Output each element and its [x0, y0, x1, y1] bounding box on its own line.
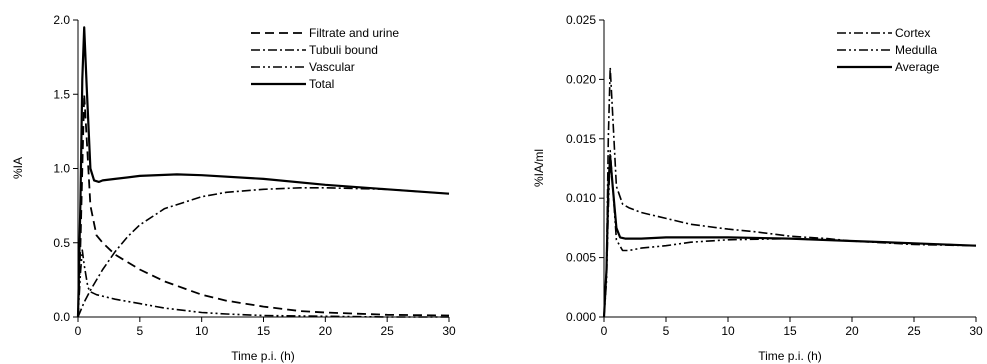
x-ticks-left: 0 5 10 15 20 25 30 [75, 317, 456, 338]
y-tick-label: 2.0 [53, 13, 70, 27]
x-tick-label: 10 [195, 324, 209, 338]
x-tick-label: 15 [783, 324, 797, 338]
x-axis-title-left: Time p.i. (h) [231, 349, 295, 363]
x-ticks-right: 0 5 10 15 20 25 30 [601, 317, 983, 338]
series-line-cortex [604, 68, 976, 318]
x-tick-label: 30 [442, 324, 456, 338]
y-tick-label: 0.015 [566, 132, 596, 146]
x-tick-label: 25 [907, 324, 921, 338]
legend-right: Cortex Medulla Average [837, 26, 940, 74]
chart-panel-right: 0.000 0.005 0.010 0.015 0.020 0.025 0 5 10 15 20 2… [532, 13, 983, 363]
legend-left: Filtrate and urine Tubuli bound Vascular To… [251, 26, 399, 91]
x-tick-label: 30 [969, 324, 983, 338]
x-tick-label: 15 [257, 324, 271, 338]
x-tick-label: 5 [136, 324, 143, 338]
legend-label-cortex: Cortex [895, 26, 930, 40]
y-ticks-left: 0.0 0.5 1.0 1.5 2.0 [53, 13, 78, 324]
legend-label-average: Average [895, 60, 940, 74]
plot-area-right [604, 68, 976, 318]
legend-label-tubuli-bound: Tubuli bound [309, 43, 378, 57]
y-tick-label: 0.000 [566, 310, 596, 324]
y-tick-label: 0.025 [566, 13, 596, 27]
y-tick-label: 1.0 [53, 162, 70, 176]
x-tick-label: 5 [663, 324, 670, 338]
x-tick-label: 20 [845, 324, 859, 338]
series-line-filtrate-and-urine [78, 94, 449, 317]
y-ticks-right: 0.000 0.005 0.010 0.015 0.020 0.025 [566, 13, 604, 324]
legend-label-filtrate-and-urine: Filtrate and urine [309, 26, 399, 40]
y-axis-title-left: %IA [11, 157, 25, 179]
legend-label-total: Total [309, 77, 334, 91]
x-tick-label: 20 [319, 324, 333, 338]
x-tick-label: 25 [380, 324, 394, 338]
x-tick-label: 0 [601, 324, 608, 338]
legend-label-medulla: Medulla [895, 43, 937, 57]
y-tick-label: 0.5 [53, 236, 70, 250]
chart-panel-left: 0.0 0.5 1.0 1.5 2.0 0 5 10 15 20 25 30 %IA Time p.… [11, 13, 456, 363]
series-line-total [78, 27, 449, 317]
y-tick-label: 0.020 [566, 72, 596, 86]
y-tick-label: 0.005 [566, 251, 596, 265]
y-tick-label: 0.010 [566, 191, 596, 205]
y-tick-label: 0.0 [53, 310, 70, 324]
y-tick-label: 1.5 [53, 87, 70, 101]
plot-area-left [78, 27, 449, 317]
legend-label-vascular: Vascular [309, 60, 355, 74]
y-axis-title-right: %IA/ml [532, 149, 546, 187]
x-tick-label: 0 [75, 324, 82, 338]
series-line-medulla [604, 151, 976, 317]
series-line-tubuli-bound [78, 188, 449, 317]
series-line-average [604, 157, 976, 317]
x-tick-label: 10 [721, 324, 735, 338]
x-axis-title-right: Time p.i. (h) [758, 349, 822, 363]
